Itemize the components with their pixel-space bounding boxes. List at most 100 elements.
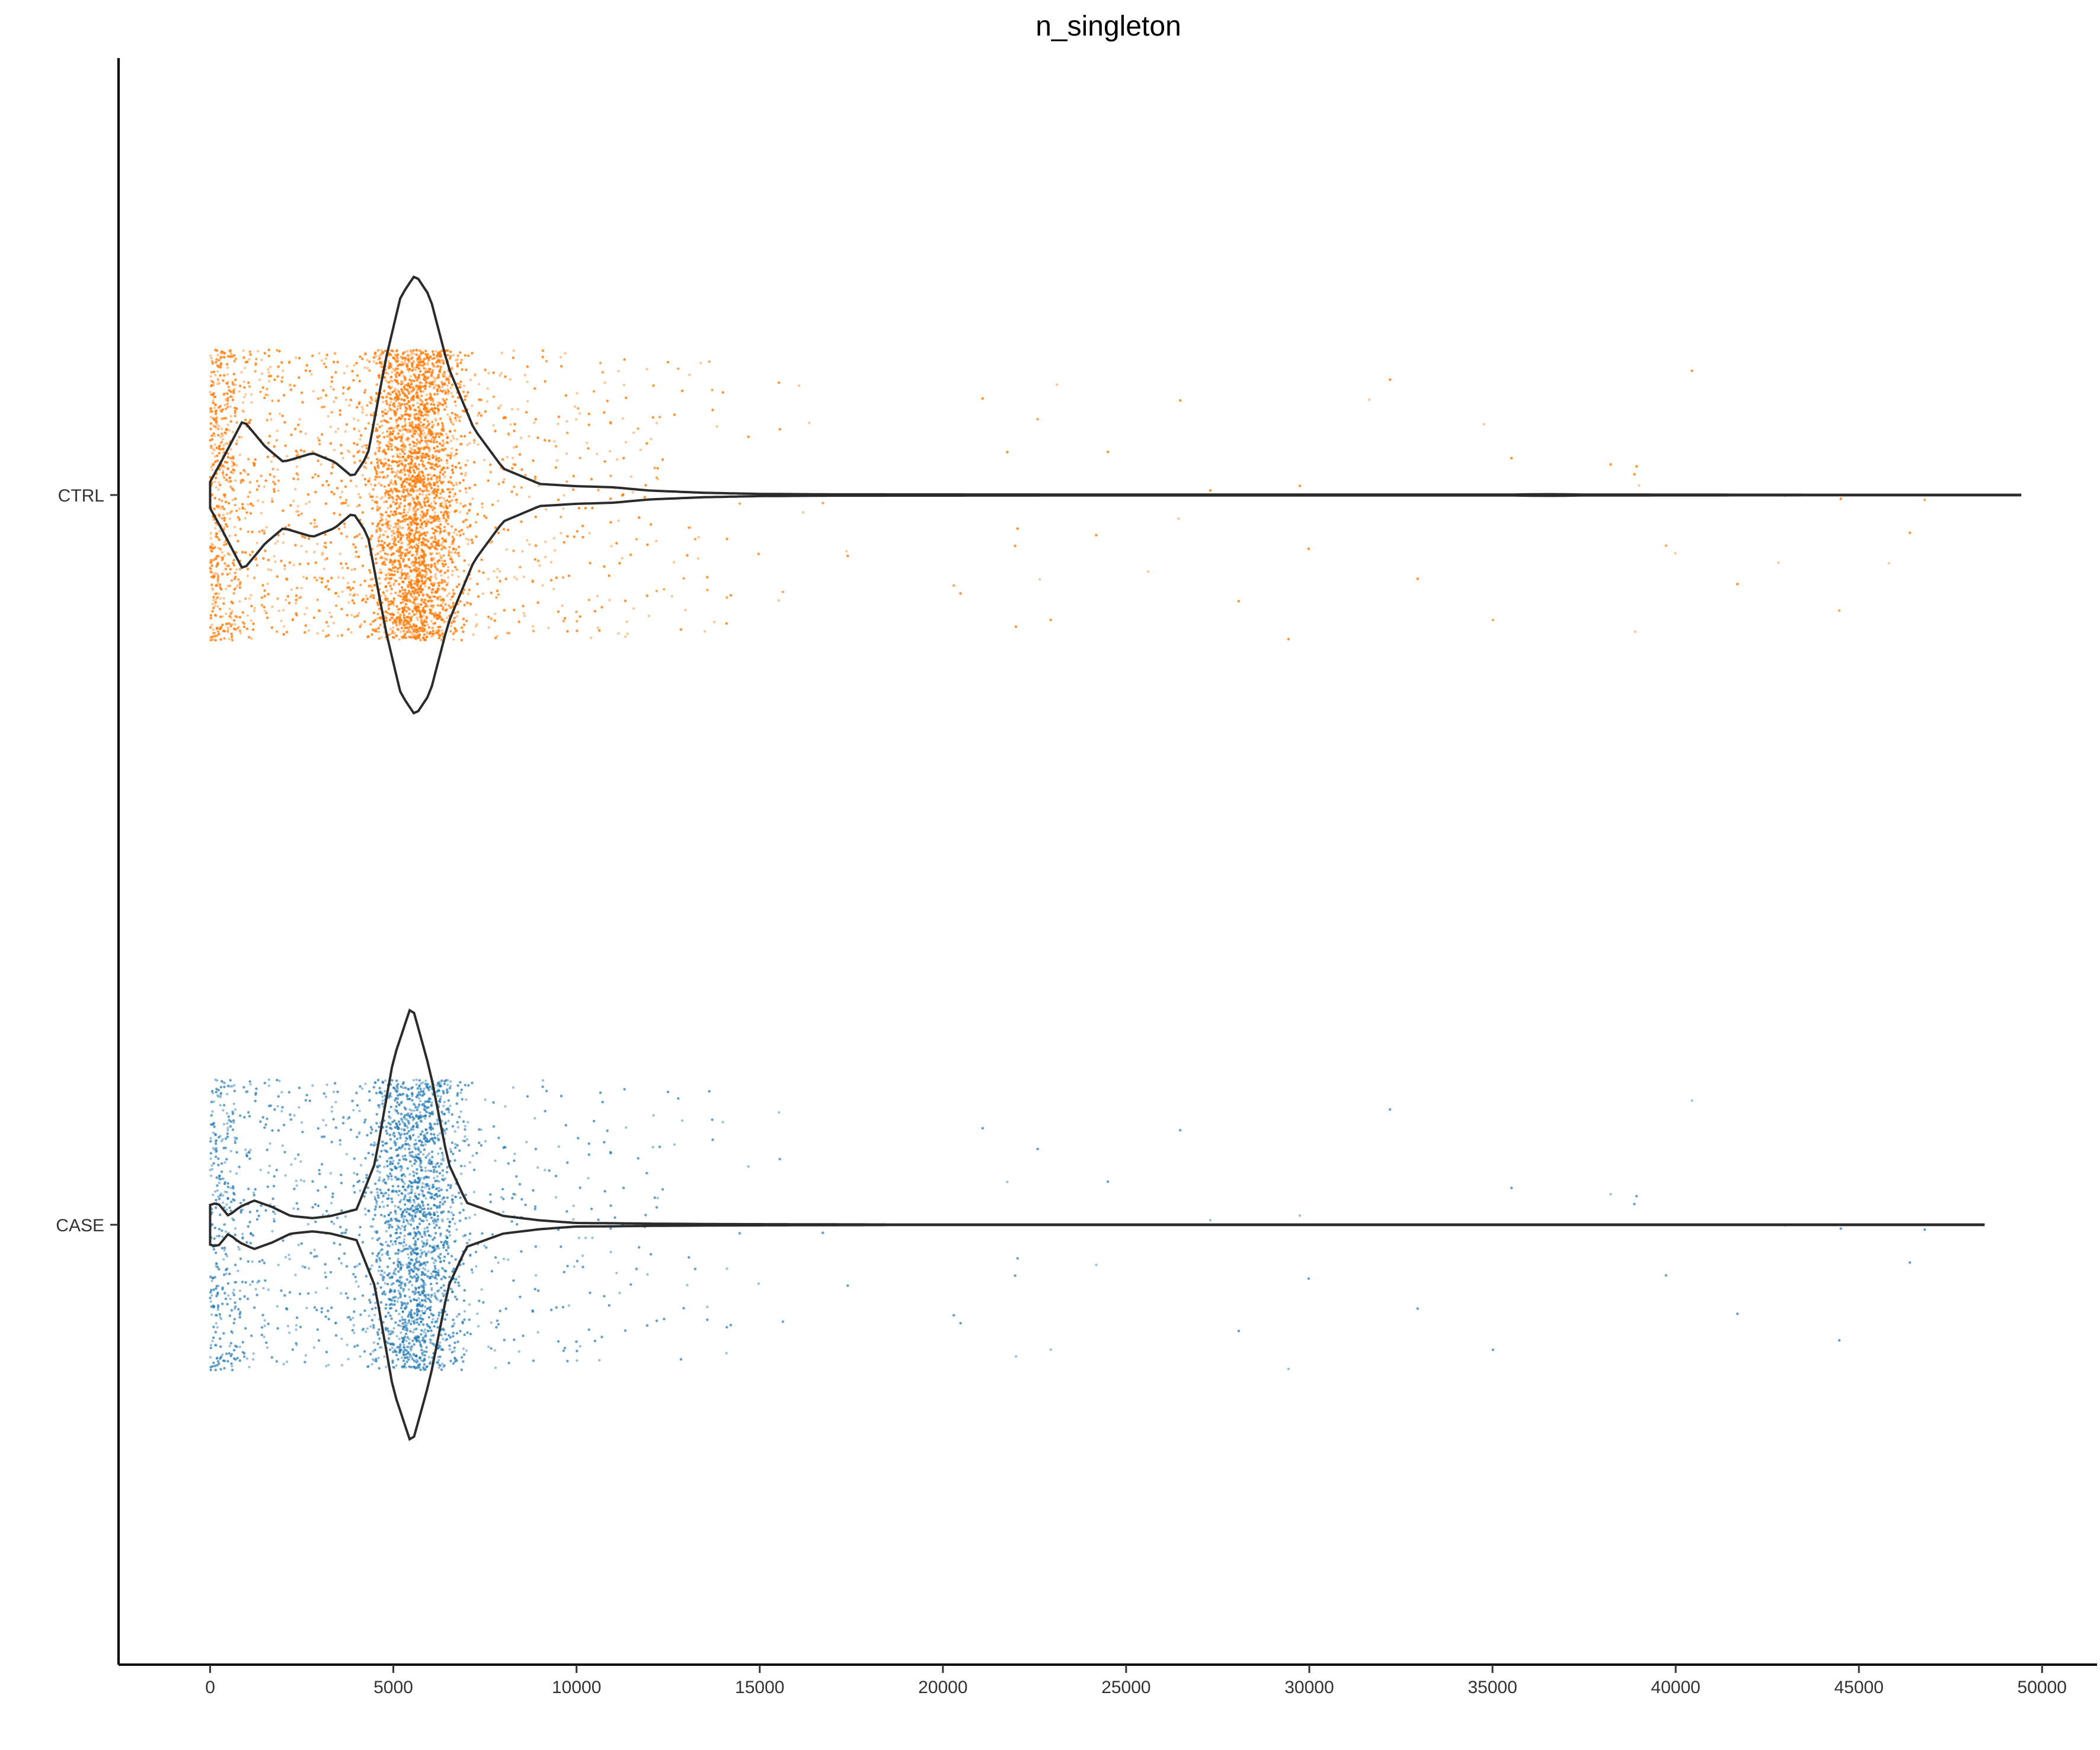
data-point bbox=[312, 389, 315, 393]
data-point bbox=[226, 423, 229, 426]
data-point bbox=[496, 567, 499, 571]
data-point bbox=[562, 507, 565, 510]
data-point bbox=[218, 424, 220, 427]
data-point bbox=[377, 358, 380, 361]
data-point bbox=[505, 548, 508, 551]
data-point bbox=[434, 525, 438, 528]
data-point bbox=[222, 438, 225, 441]
data-point bbox=[374, 553, 377, 557]
data-point bbox=[347, 601, 350, 604]
data-point bbox=[379, 497, 382, 500]
data-point bbox=[319, 397, 322, 400]
data-point bbox=[1674, 552, 1677, 555]
data-point bbox=[334, 430, 337, 433]
data-point bbox=[433, 582, 436, 585]
data-point bbox=[376, 446, 379, 449]
data-point bbox=[426, 443, 429, 446]
data-point bbox=[412, 360, 415, 363]
data-point bbox=[423, 384, 427, 387]
data-point bbox=[223, 404, 226, 407]
data-point bbox=[370, 499, 374, 502]
data-point bbox=[211, 468, 214, 471]
data-point bbox=[369, 483, 372, 486]
data-point bbox=[250, 619, 253, 622]
data-point bbox=[699, 362, 702, 365]
data-point bbox=[499, 404, 502, 407]
data-point bbox=[439, 492, 442, 495]
data-point bbox=[447, 566, 450, 569]
data-point bbox=[386, 372, 389, 375]
data-point bbox=[450, 542, 453, 546]
data-point bbox=[417, 413, 421, 416]
data-point bbox=[395, 409, 398, 413]
data-point bbox=[355, 485, 358, 488]
data-point bbox=[212, 424, 215, 427]
data-point bbox=[481, 506, 484, 509]
data-point bbox=[360, 445, 364, 448]
data-point bbox=[395, 618, 398, 621]
data-point bbox=[210, 623, 213, 627]
data-point bbox=[242, 410, 245, 413]
data-point bbox=[553, 440, 556, 443]
data-point bbox=[449, 598, 452, 601]
data-point bbox=[260, 358, 263, 362]
data-point bbox=[425, 441, 428, 445]
data-point bbox=[400, 542, 403, 545]
data-point bbox=[391, 529, 395, 532]
data-point bbox=[1638, 484, 1641, 487]
data-point bbox=[408, 438, 411, 440]
data-point bbox=[465, 537, 468, 540]
data-point bbox=[408, 506, 411, 509]
data-point bbox=[345, 398, 348, 401]
data-point bbox=[498, 374, 501, 377]
data-point bbox=[213, 435, 216, 438]
data-point bbox=[469, 577, 472, 580]
data-point bbox=[382, 534, 385, 537]
data-point bbox=[382, 401, 385, 404]
data-point bbox=[578, 412, 581, 415]
data-point bbox=[376, 423, 379, 426]
data-point bbox=[448, 416, 451, 419]
data-point bbox=[478, 382, 481, 386]
data-point bbox=[225, 612, 228, 615]
data-point bbox=[467, 538, 470, 541]
data-point bbox=[212, 638, 215, 641]
data-point bbox=[397, 611, 399, 614]
data-point bbox=[296, 510, 300, 513]
data-point bbox=[286, 455, 289, 458]
data-point bbox=[399, 622, 402, 625]
data-point bbox=[420, 470, 423, 473]
data-point bbox=[655, 421, 659, 424]
data-point bbox=[446, 384, 449, 387]
data-point bbox=[408, 508, 411, 511]
data-point bbox=[413, 408, 417, 411]
data-point bbox=[302, 576, 305, 579]
data-point bbox=[393, 398, 396, 401]
data-point bbox=[218, 538, 221, 542]
data-point bbox=[445, 405, 448, 408]
data-point bbox=[408, 575, 411, 578]
data-point bbox=[223, 526, 226, 529]
data-point bbox=[407, 580, 411, 583]
data-point bbox=[468, 442, 471, 445]
data-point bbox=[221, 615, 224, 618]
data-point bbox=[440, 629, 443, 632]
data-point bbox=[465, 491, 468, 494]
data-point bbox=[617, 632, 620, 635]
data-point bbox=[455, 419, 458, 422]
data-point bbox=[413, 506, 416, 510]
data-point bbox=[228, 637, 231, 641]
data-point bbox=[242, 380, 246, 383]
data-point bbox=[246, 614, 250, 617]
data-point bbox=[421, 493, 424, 496]
data-point bbox=[228, 571, 231, 575]
data-point bbox=[391, 483, 395, 486]
data-point bbox=[225, 587, 228, 590]
data-point bbox=[420, 394, 423, 397]
data-point bbox=[213, 373, 217, 376]
data-point bbox=[222, 513, 225, 516]
data-point bbox=[523, 373, 526, 376]
data-point bbox=[684, 609, 687, 612]
data-point bbox=[493, 570, 496, 573]
data-point bbox=[277, 489, 280, 492]
